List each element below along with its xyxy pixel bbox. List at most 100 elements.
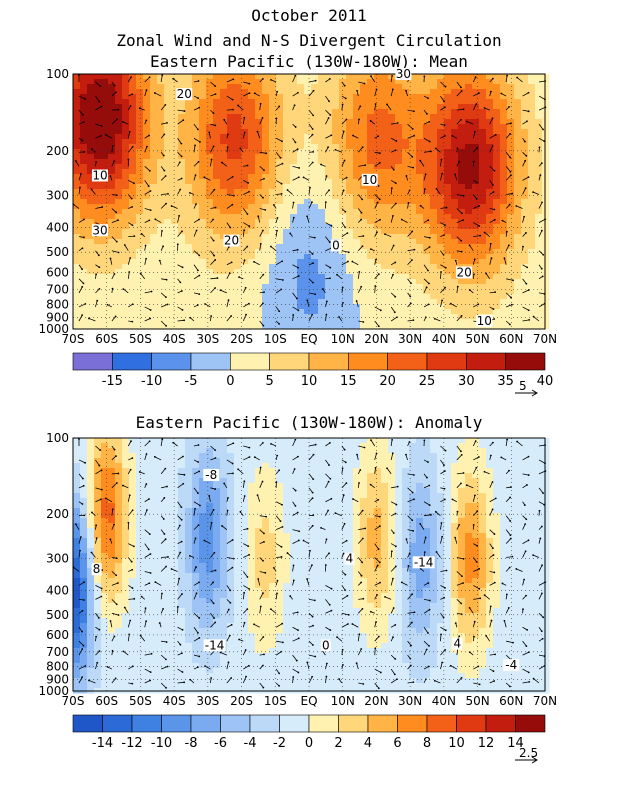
field-cell	[101, 244, 109, 250]
field-cell	[353, 214, 361, 220]
field-cell	[416, 179, 424, 185]
field-cell	[514, 309, 522, 315]
field-cell	[528, 209, 536, 215]
field-cell	[171, 199, 179, 205]
field-cell	[346, 284, 354, 290]
wind-vector	[144, 166, 151, 172]
field-cell	[115, 443, 123, 449]
field-cell	[192, 279, 200, 285]
field-cell	[136, 189, 144, 195]
field-cell	[241, 209, 249, 215]
field-cell	[290, 264, 298, 270]
field-cell	[339, 274, 347, 280]
field-cell	[199, 274, 207, 280]
wind-vector	[423, 174, 427, 181]
field-cell	[157, 259, 165, 265]
vector-head	[243, 116, 246, 119]
field-cell	[395, 224, 403, 230]
field-cell	[178, 149, 186, 155]
field-cell	[136, 129, 144, 135]
field-cell	[311, 74, 319, 80]
field-cell	[283, 194, 291, 200]
field-cell	[122, 324, 130, 330]
field-cell	[255, 269, 263, 275]
field-cell	[283, 209, 291, 215]
field-cell	[101, 84, 109, 90]
wind-vector	[275, 289, 282, 294]
field-cell	[241, 249, 249, 255]
field-cell	[311, 294, 319, 300]
wind-vector	[95, 300, 98, 308]
wind-vector	[308, 314, 313, 322]
field-cell	[500, 224, 508, 230]
field-cell	[318, 274, 326, 280]
field-cell	[157, 224, 165, 230]
field-cell	[395, 99, 403, 105]
field-cell	[136, 319, 144, 325]
field-cell	[262, 463, 270, 469]
field-cell	[311, 224, 319, 230]
field-cell	[353, 144, 361, 150]
field-cell	[367, 79, 375, 85]
field-cell	[108, 134, 116, 140]
field-cell	[269, 319, 277, 325]
field-cell	[416, 104, 424, 110]
vector-head	[352, 134, 354, 137]
field-cell	[353, 249, 361, 255]
field-cell	[542, 84, 550, 90]
field-cell	[276, 458, 284, 464]
wind-vector	[505, 292, 512, 298]
field-cell	[486, 279, 494, 285]
field-cell	[255, 304, 263, 310]
field-cell	[227, 164, 235, 170]
field-cell	[311, 259, 319, 265]
vector-head	[115, 91, 117, 94]
field-cell	[143, 299, 151, 305]
field-cell	[283, 129, 291, 135]
field-cell	[87, 224, 95, 230]
field-cell	[409, 149, 417, 155]
vector-head	[81, 113, 84, 116]
field-cell	[136, 149, 144, 155]
field-cell	[157, 284, 165, 290]
field-cell	[381, 94, 389, 100]
field-cell	[192, 189, 200, 195]
field-cell	[297, 244, 305, 250]
field-cell	[458, 94, 466, 100]
field-cell	[402, 109, 410, 115]
field-cell	[465, 129, 473, 135]
vector-head	[82, 236, 85, 239]
field-cell	[255, 299, 263, 305]
field-cell	[241, 179, 249, 185]
field-cell	[269, 299, 277, 305]
field-cell	[423, 114, 431, 120]
field-cell	[367, 239, 375, 245]
field-cell	[290, 234, 298, 240]
field-cell	[367, 184, 375, 190]
field-cell	[150, 184, 158, 190]
field-cell	[206, 214, 214, 220]
vector-head	[435, 187, 438, 190]
field-cell	[164, 89, 172, 95]
field-cell	[360, 264, 368, 270]
vector-head	[261, 116, 264, 119]
field-cell	[409, 239, 417, 245]
field-cell	[255, 134, 263, 140]
field-cell	[423, 458, 431, 464]
reference-vector-label: 5	[519, 379, 527, 393]
field-cell	[276, 84, 284, 90]
vector-head	[253, 92, 256, 95]
field-cell	[339, 134, 347, 140]
field-cell	[248, 189, 256, 195]
field-cell	[129, 249, 137, 255]
field-cell	[542, 294, 550, 300]
field-cell	[73, 299, 81, 305]
field-cell	[171, 219, 179, 225]
field-cell	[381, 279, 389, 285]
field-cell	[227, 299, 235, 305]
field-cell	[122, 239, 130, 245]
field-cell	[199, 184, 207, 190]
field-cell	[276, 109, 284, 115]
field-cell	[122, 134, 130, 140]
contour-label-bg	[476, 314, 493, 327]
